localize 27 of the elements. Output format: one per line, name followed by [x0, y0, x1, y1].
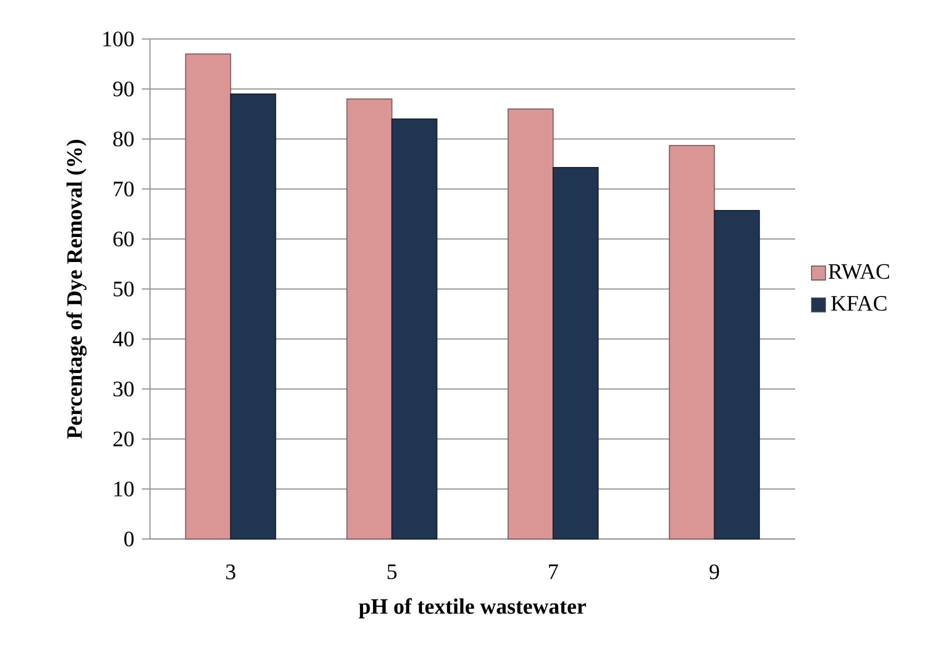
bar	[346, 98, 392, 540]
y-tick-label: 80	[113, 132, 134, 146]
y-tick-label: 10	[114, 482, 134, 496]
bar	[552, 167, 599, 540]
y-tick-label: 70	[114, 182, 134, 196]
y-tick-label: 20	[113, 432, 134, 446]
bar	[508, 108, 554, 540]
y-tick-label: 0	[124, 532, 134, 546]
x-tick-label: 7	[549, 564, 558, 579]
x-tick-label: 5	[388, 564, 397, 580]
y-tick-label: 90	[113, 82, 134, 96]
y-tick-label: 40	[112, 332, 134, 346]
bar	[185, 54, 232, 540]
x-tick-label: 3	[226, 564, 236, 580]
bar	[668, 145, 715, 540]
x-tick-label: 9	[710, 564, 719, 580]
y-tick-label: 50	[114, 282, 134, 296]
bar	[391, 118, 438, 540]
y-tick-label: 60	[113, 232, 134, 246]
y-tick-label: 100	[103, 32, 134, 46]
bar	[230, 94, 276, 540]
y-tick-label: 30	[114, 382, 134, 396]
bar	[714, 210, 760, 540]
y-axis-title: Percentage of Dye Removal (%)	[66, 140, 87, 439]
x-axis-title: pH of textile wastewater	[358, 598, 586, 618]
legend-label: KFAC	[831, 296, 886, 311]
legend-label: RWAC	[828, 264, 890, 280]
